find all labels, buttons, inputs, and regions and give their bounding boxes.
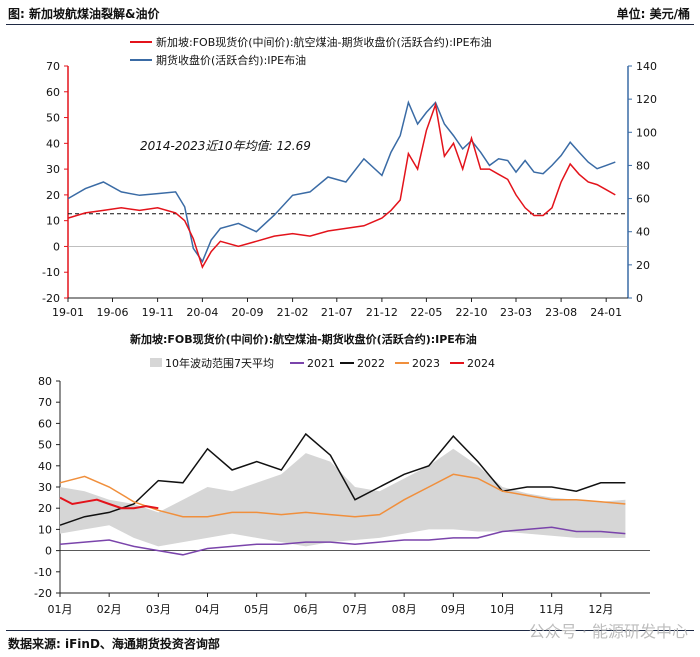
legend-label-2024: 2024 bbox=[467, 357, 495, 370]
x-tick-label: 02月 bbox=[97, 603, 122, 616]
x-tick-label: 23-03 bbox=[500, 306, 532, 319]
y-left-tick-label: -20 bbox=[42, 292, 60, 305]
y-right-tick-label: 140 bbox=[636, 60, 657, 73]
y-tick-label: -10 bbox=[34, 566, 52, 579]
figure-title: 图: 新加坡航煤油裂解&油价 bbox=[8, 7, 160, 21]
x-tick-label: 24-01 bbox=[590, 306, 622, 319]
top-rule bbox=[6, 24, 694, 25]
y-left-tick-label: 60 bbox=[46, 86, 60, 99]
y-left-tick-label: 20 bbox=[46, 189, 60, 202]
x-tick-label: 03月 bbox=[146, 603, 171, 616]
legend-swatch-band bbox=[150, 358, 162, 367]
watermark-text: 公众号 · 能源研发中心 bbox=[528, 622, 688, 641]
x-tick-label: 10月 bbox=[490, 603, 515, 616]
y-left-tick-label: 50 bbox=[46, 112, 60, 125]
x-tick-label: 08月 bbox=[392, 603, 417, 616]
y-right-tick-label: 60 bbox=[636, 193, 650, 206]
y-right-tick-label: 100 bbox=[636, 126, 657, 139]
x-tick-label: 11月 bbox=[539, 603, 564, 616]
bottom-rule bbox=[6, 630, 694, 631]
series-line-2022 bbox=[59, 432, 626, 526]
y-tick-label: 0 bbox=[45, 545, 52, 558]
x-tick-label: 20-04 bbox=[186, 306, 218, 319]
y-right-tick-label: 120 bbox=[636, 93, 657, 106]
y-tick-label: 30 bbox=[38, 481, 52, 494]
legend-label-band: 10年波动范围7天平均 bbox=[165, 356, 274, 370]
y-left-tick-label: -10 bbox=[42, 266, 60, 279]
series-line-2021 bbox=[59, 526, 626, 556]
chart-top: 新加坡:FOB现货价(中间价):航空煤油-期货收盘价(活跃合约):IPE布油期货… bbox=[42, 35, 657, 319]
x-tick-label: 23-08 bbox=[545, 306, 577, 319]
x-tick-label: 19-01 bbox=[52, 306, 84, 319]
legend-label-2023: 2023 bbox=[412, 357, 440, 370]
legend-label-2021: 2021 bbox=[307, 357, 335, 370]
series-line-brent bbox=[67, 100, 616, 264]
legend-label-brent: 期货收盘价(活跃合约):IPE布油 bbox=[156, 53, 306, 67]
y-tick-label: 10 bbox=[38, 523, 52, 536]
x-tick-label: 21-02 bbox=[277, 306, 309, 319]
x-tick-label: 19-11 bbox=[142, 306, 174, 319]
y-tick-label: 50 bbox=[38, 439, 52, 452]
x-tick-label: 22-05 bbox=[410, 306, 442, 319]
x-tick-label: 12月 bbox=[588, 603, 613, 616]
source-note: 数据来源: iFinD、海通期货投资咨询部 bbox=[8, 637, 220, 651]
x-tick-label: 07月 bbox=[343, 603, 368, 616]
figure-header: 图: 新加坡航煤油裂解&油价 单位: 美元/桶 bbox=[0, 0, 700, 26]
y-left-tick-label: 10 bbox=[46, 215, 60, 228]
y-left-tick-label: 0 bbox=[53, 240, 60, 253]
legend-label-2022: 2022 bbox=[357, 357, 385, 370]
x-tick-label: 19-06 bbox=[97, 306, 129, 319]
unit-label: 单位: 美元/桶 bbox=[616, 7, 690, 21]
x-tick-label: 06月 bbox=[293, 603, 318, 616]
y-left-tick-label: 30 bbox=[46, 163, 60, 176]
y-left-tick-label: 40 bbox=[46, 137, 60, 150]
y-right-tick-label: 40 bbox=[636, 226, 650, 239]
x-tick-label: 22-10 bbox=[456, 306, 488, 319]
y-right-tick-label: 80 bbox=[636, 159, 650, 172]
series-line-spread bbox=[67, 101, 616, 269]
y-tick-label: 20 bbox=[38, 502, 52, 515]
x-tick-label: 05月 bbox=[244, 603, 269, 616]
series-line-2024 bbox=[59, 496, 159, 510]
y-right-tick-label: 20 bbox=[636, 259, 650, 272]
x-tick-label: 20-09 bbox=[232, 306, 264, 319]
legend-label-spread: 新加坡:FOB现货价(中间价):航空煤油-期货收盘价(活跃合约):IPE布油 bbox=[156, 35, 492, 49]
x-tick-label: 21-12 bbox=[366, 306, 398, 319]
x-tick-label: 09月 bbox=[441, 603, 466, 616]
series-line-2023 bbox=[59, 473, 626, 518]
chart2-title: 新加坡:FOB现货价(中间价):航空煤油-期货收盘价(活跃合约):IPE布油 bbox=[130, 332, 477, 346]
y-tick-label: 60 bbox=[38, 417, 52, 430]
y-right-tick-label: 0 bbox=[636, 292, 643, 305]
y-tick-label: 70 bbox=[38, 396, 52, 409]
band-area bbox=[60, 448, 626, 547]
y-tick-label: 80 bbox=[38, 375, 52, 388]
mean-annotation: 2014-2023近10年均值: 12.69 bbox=[140, 139, 311, 153]
x-tick-label: 21-07 bbox=[321, 306, 353, 319]
y-tick-label: -20 bbox=[34, 587, 52, 600]
y-tick-label: 40 bbox=[38, 460, 52, 473]
y-left-tick-label: 70 bbox=[46, 60, 60, 73]
x-tick-label: 01月 bbox=[48, 603, 73, 616]
chart-bottom: 新加坡:FOB现货价(中间价):航空煤油-期货收盘价(活跃合约):IPE布油 10… bbox=[34, 332, 650, 616]
x-tick-label: 04月 bbox=[195, 603, 220, 616]
